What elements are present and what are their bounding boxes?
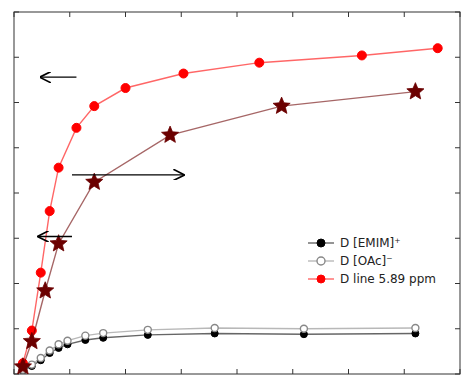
x-tick <box>404 369 405 374</box>
data-point <box>407 83 424 99</box>
x-tick-top <box>14 12 15 17</box>
x-tick-top <box>69 12 70 17</box>
y-tick-right <box>455 374 460 375</box>
x-tick-top <box>404 12 405 17</box>
series-line <box>23 92 415 367</box>
data-point <box>255 58 264 67</box>
data-point <box>433 44 442 53</box>
chart-svg: D [EMIM]⁺ D [OAc]⁻ D line 5.89 ppm <box>0 0 474 388</box>
series-line <box>23 328 415 370</box>
series <box>14 83 424 374</box>
data-point <box>36 268 45 277</box>
y-tick-right <box>455 57 460 58</box>
y-tick-right <box>455 328 460 329</box>
legend-marker <box>317 257 325 265</box>
series <box>18 44 442 368</box>
plot-frame <box>14 12 460 374</box>
ticks <box>14 12 460 374</box>
data-point <box>23 332 40 348</box>
data-point <box>273 97 290 113</box>
x-tick <box>348 369 349 374</box>
x-tick-top <box>292 12 293 17</box>
y-tick <box>14 57 19 58</box>
legend-marker <box>317 239 325 247</box>
x-tick-top <box>348 12 349 17</box>
x-tick <box>69 369 70 374</box>
y-tick-right <box>455 238 460 239</box>
x-tick <box>14 369 15 374</box>
data-point <box>121 84 130 93</box>
x-tick-top <box>237 12 238 17</box>
data-point <box>72 123 81 132</box>
data-point <box>64 337 71 344</box>
y-tick-right <box>455 102 460 103</box>
data-point <box>211 325 218 332</box>
data-point <box>144 326 151 333</box>
data-point <box>14 358 31 374</box>
data-point <box>179 69 188 78</box>
x-tick <box>292 369 293 374</box>
legend-marker <box>317 275 325 283</box>
x-tick-top <box>460 12 461 17</box>
data-point <box>82 332 89 339</box>
data-point <box>412 325 419 332</box>
y-tick-right <box>455 193 460 194</box>
plot-area <box>14 44 442 374</box>
y-tick <box>14 283 19 284</box>
y-tick <box>14 12 19 13</box>
legend: D [EMIM]⁺ D [OAc]⁻ D line 5.89 ppm <box>308 236 436 286</box>
data-point <box>90 102 99 111</box>
legend-label: D line 5.89 ppm <box>340 272 436 286</box>
x-tick-top <box>125 12 126 17</box>
y-tick-right <box>455 147 460 148</box>
y-tick-right <box>455 12 460 13</box>
arrow <box>41 76 77 77</box>
y-tick <box>14 147 19 148</box>
data-point <box>162 126 179 142</box>
arrow <box>39 236 72 237</box>
data-point <box>55 341 62 348</box>
x-tick <box>125 369 126 374</box>
legend-label: D [OAc]⁻ <box>340 254 393 268</box>
y-tick <box>14 193 19 194</box>
data-point <box>357 51 366 60</box>
x-tick-top <box>181 12 182 17</box>
series <box>19 330 418 374</box>
x-tick <box>460 369 461 374</box>
data-point <box>46 347 53 354</box>
data-point <box>37 355 44 362</box>
y-tick-right <box>455 283 460 284</box>
legend-label: D [EMIM]⁺ <box>340 236 401 250</box>
data-point <box>100 330 107 337</box>
series-line <box>23 333 415 370</box>
data-point <box>54 163 63 172</box>
x-tick <box>237 369 238 374</box>
data-point <box>300 325 307 332</box>
x-tick <box>181 369 182 374</box>
series <box>19 325 418 374</box>
y-tick <box>14 102 19 103</box>
chart-container: D [EMIM]⁺ D [OAc]⁻ D line 5.89 ppm <box>0 0 474 388</box>
arrow <box>72 174 183 175</box>
data-point <box>45 207 54 216</box>
y-tick <box>14 238 19 239</box>
y-tick <box>14 328 19 329</box>
data-point <box>37 282 54 298</box>
